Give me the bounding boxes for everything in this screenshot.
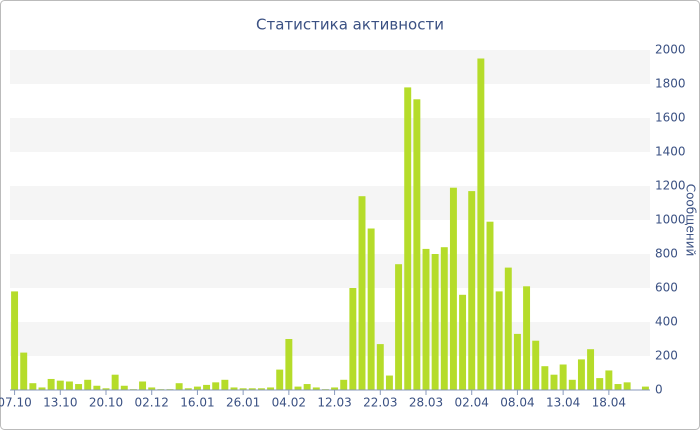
x-tick-label: 13.10: [43, 396, 77, 410]
x-tick-label: 02.12: [135, 396, 169, 410]
x-tick-label: 26.01: [226, 396, 260, 410]
bar: [65, 381, 73, 390]
bar: [477, 58, 485, 390]
bar: [541, 366, 549, 390]
bar: [56, 380, 64, 390]
bar: [605, 370, 613, 390]
bar: [587, 349, 595, 390]
bar: [184, 388, 192, 390]
grid-band: [10, 186, 650, 220]
grid-band: [10, 322, 650, 356]
y-tick-label: 1200: [655, 179, 686, 193]
bar: [248, 388, 256, 390]
bar: [148, 387, 156, 390]
bar: [20, 352, 28, 390]
plot-area: 0 200 400 600 800 1000 1200 1400 1600 1800 2000 07.…: [0, 43, 686, 410]
grid-band: [10, 118, 650, 152]
bar: [111, 374, 119, 390]
bar: [93, 385, 101, 390]
bar: [257, 388, 265, 390]
bar: [614, 384, 622, 390]
bar: [459, 294, 467, 390]
bar: [303, 384, 311, 390]
bar: [486, 221, 494, 390]
bar: [468, 191, 476, 390]
bar: [523, 286, 531, 390]
bar: [139, 381, 147, 390]
bar: [559, 364, 567, 390]
x-tick-label: 28.03: [409, 396, 443, 410]
bar: [596, 378, 604, 390]
y-tick-label: 200: [655, 349, 678, 363]
bar: [276, 369, 284, 390]
x-tick-label: 13.04: [546, 396, 580, 410]
bar: [285, 339, 293, 390]
bar: [422, 248, 430, 390]
bar: [102, 388, 110, 390]
bar: [413, 99, 421, 391]
bar: [532, 340, 540, 390]
bar: [75, 384, 83, 390]
x-tick-label: 04.02: [272, 396, 306, 410]
bar: [431, 254, 439, 390]
bar: [349, 288, 357, 390]
y-tick-label: 600: [655, 281, 678, 295]
y-tick-label: 1800: [655, 77, 686, 91]
bar: [358, 196, 366, 390]
bar: [577, 359, 585, 390]
bar: [203, 384, 211, 390]
bar: [212, 382, 220, 390]
bar: [193, 386, 201, 390]
y-tick-label: 2000: [655, 43, 686, 57]
bar: [11, 291, 19, 390]
y-tick-label: 800: [655, 247, 678, 261]
x-tick-label: 20.10: [89, 396, 123, 410]
bar: [568, 379, 576, 390]
x-tick-label: 08.04: [500, 396, 534, 410]
x-tick-label: 18.04: [592, 396, 626, 410]
grid-band: [10, 50, 650, 84]
bar: [449, 187, 457, 390]
x-tick-label: 12.03: [317, 396, 351, 410]
chart-title: Статистика активности: [256, 16, 444, 34]
bar: [376, 344, 384, 390]
bar: [84, 379, 92, 390]
bar: [175, 383, 183, 390]
bar: [550, 374, 558, 390]
bar: [239, 388, 247, 390]
y-axis-label: Сообщений: [684, 184, 698, 257]
bar: [340, 379, 348, 390]
y-tick-label: 400: [655, 315, 678, 329]
bar: [267, 387, 275, 390]
bar: [120, 385, 128, 390]
bar: [47, 378, 55, 390]
bar: [312, 387, 320, 390]
bar: [623, 382, 631, 390]
bar: [395, 264, 403, 390]
bar: [641, 386, 649, 390]
bar: [38, 387, 46, 390]
x-tick-label: 22.03: [363, 396, 397, 410]
bar: [404, 87, 412, 391]
bar: [504, 267, 512, 390]
bar: [495, 291, 503, 390]
bar: [367, 228, 375, 390]
bar: [385, 375, 393, 390]
bar: [513, 333, 521, 390]
y-tick-label: 1600: [655, 111, 686, 125]
y-tick-label: 1000: [655, 213, 686, 227]
x-tick-label: 16.01: [180, 396, 214, 410]
bar: [294, 386, 302, 390]
bar: [331, 387, 339, 390]
y-tick-label: 1400: [655, 145, 686, 159]
x-tick-label: 02.04: [455, 396, 489, 410]
bar: [29, 383, 37, 390]
grid-band: [10, 254, 650, 288]
bar: [221, 379, 229, 390]
bar: [230, 387, 238, 390]
y-tick-label: 0: [655, 383, 663, 397]
bar: [440, 247, 448, 390]
x-tick-label: 07.10: [0, 396, 32, 410]
